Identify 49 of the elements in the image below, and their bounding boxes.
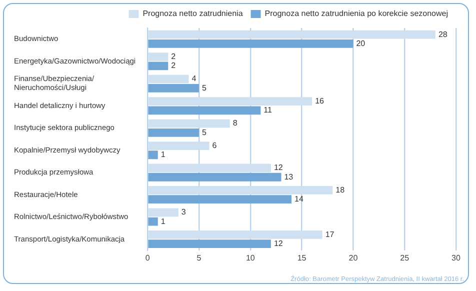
x-tick-label: 30 <box>452 253 461 262</box>
x-tick-label: 0 <box>145 253 150 262</box>
bar <box>148 106 261 115</box>
data-label: 12 <box>274 239 284 248</box>
x-tick-label: 20 <box>348 253 358 262</box>
data-label: 5 <box>202 128 207 137</box>
bar <box>148 74 189 84</box>
bar <box>148 84 199 92</box>
bar <box>148 128 199 137</box>
bar <box>148 240 271 248</box>
data-label: 5 <box>202 83 207 92</box>
bar <box>148 186 333 194</box>
data-label: 2 <box>171 61 176 70</box>
data-label: 20 <box>356 38 366 48</box>
data-label: 17 <box>325 230 335 239</box>
data-label: 12 <box>274 163 284 172</box>
bar <box>148 52 168 61</box>
data-label: 16 <box>315 96 325 106</box>
bar <box>148 195 292 204</box>
x-tick-label: 10 <box>246 253 256 262</box>
data-label: 14 <box>294 194 304 204</box>
bar <box>148 150 158 160</box>
data-label: 18 <box>336 185 346 194</box>
data-label: 11 <box>264 106 273 115</box>
bar <box>148 62 168 70</box>
bar <box>148 208 178 217</box>
bar <box>148 30 436 39</box>
data-label: 4 <box>192 74 197 84</box>
data-label: 2 <box>171 52 176 62</box>
data-label: 1 <box>160 150 166 160</box>
bar <box>148 164 271 172</box>
bar <box>148 217 158 226</box>
x-tick-label: 25 <box>400 253 410 262</box>
bar <box>148 230 322 239</box>
data-label: 8 <box>232 118 238 128</box>
data-label: 13 <box>284 172 294 182</box>
x-tick-label: 15 <box>297 253 307 262</box>
bar <box>148 39 354 48</box>
x-tick-label: 5 <box>196 253 202 262</box>
data-label: 6 <box>212 140 218 150</box>
legend-label: Prognoza netto zatrudnienia po korekcie sezonowej <box>264 9 448 18</box>
data-label: 28 <box>438 30 448 39</box>
bar <box>148 97 312 106</box>
bar <box>148 142 210 150</box>
data-label: 1 <box>160 216 166 226</box>
data-label: 3 <box>181 208 186 217</box>
bar <box>148 119 230 128</box>
bar <box>148 172 282 182</box>
legend-label: Prognoza netto zatrudnienia <box>142 9 244 18</box>
